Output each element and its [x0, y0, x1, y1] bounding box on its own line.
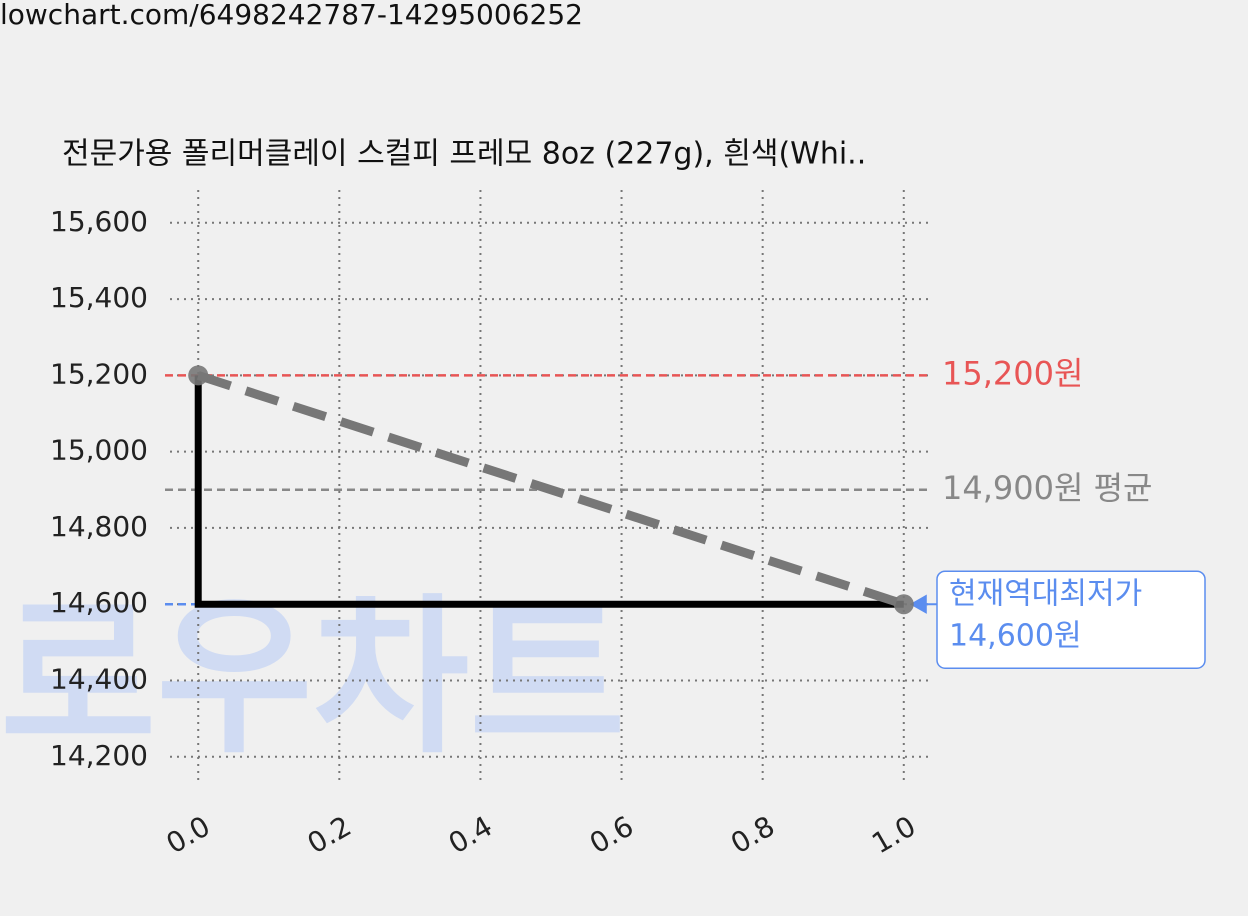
point — [188, 365, 209, 386]
y-tick-label: 15,600 — [50, 205, 148, 238]
series-line — [196, 371, 906, 609]
annotation-arrow — [909, 594, 937, 614]
annotation-note: 현재역대최저가 — [949, 577, 1142, 612]
x-tick-label: 0.2 — [302, 809, 357, 860]
point — [893, 594, 914, 615]
x-tick-label: 0.0 — [161, 809, 216, 860]
x-tick-label: 0.8 — [725, 809, 780, 860]
annotation-label: 14,600원 — [949, 619, 1082, 654]
y-tick-label: 15,400 — [50, 281, 148, 314]
x-tick-label: 1.0 — [866, 809, 921, 860]
reference-label: 14,900원 평균 — [942, 469, 1152, 507]
watermark: 로우차트 — [0, 579, 626, 777]
chart-title: 전문가용 폴리머클레이 스컬피 프레모 8oz (227g), 흰색(Whi.. — [62, 137, 866, 172]
y-tick-label: 14,600 — [50, 586, 148, 619]
y-tick-label: 14,400 — [50, 662, 148, 695]
reference-label: 15,200원 — [942, 354, 1083, 392]
y-tick-label: 15,000 — [50, 434, 148, 467]
url: lowchart.com/6498242787-14295006252 — [0, 0, 583, 31]
annotation-box — [936, 570, 1206, 669]
y-tick-label: 14,200 — [50, 739, 148, 772]
x-tick-label: 0.6 — [584, 809, 639, 860]
x-tick-label: 0.4 — [443, 809, 498, 860]
y-tick-label: 14,800 — [50, 510, 148, 543]
series-line — [194, 375, 904, 608]
y-tick-label: 15,200 — [50, 357, 148, 390]
